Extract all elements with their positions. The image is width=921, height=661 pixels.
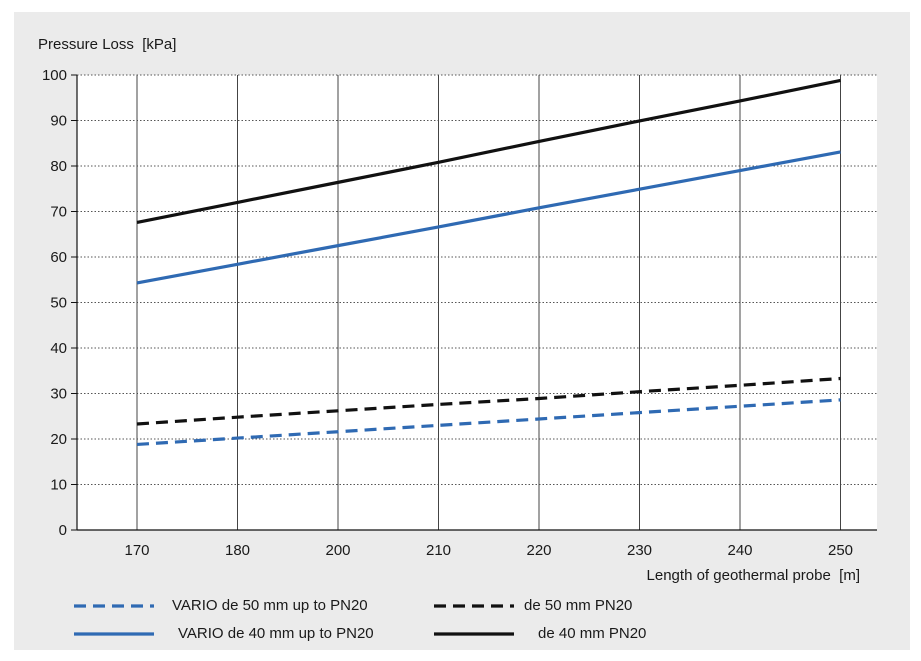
series-line-3 bbox=[136, 78, 841, 224]
line-chart: 0 10 20 30 40 50 60 70 80 90 100 170 180 200 210 220 230… bbox=[42, 67, 877, 559]
x-axis-label: Length of geothermal probe [m] bbox=[646, 567, 860, 584]
x-tick-label: 210 bbox=[426, 542, 451, 559]
legend: VARIO de 50 mm up to PN20 de 50 mm PN20 … bbox=[74, 595, 714, 645]
legend-item-de-40: de 40 mm PN20 bbox=[434, 623, 694, 645]
x-tick-label: 220 bbox=[526, 542, 551, 559]
x-tick-label: 250 bbox=[828, 542, 853, 559]
y-tick-label: 30 bbox=[50, 386, 67, 403]
legend-swatch-de-40 bbox=[434, 632, 514, 636]
legend-item-vario-40: VARIO de 40 mm up to PN20 bbox=[74, 623, 414, 645]
legend-swatch-vario-40 bbox=[74, 632, 154, 636]
legend-label-vario-40: VARIO de 40 mm up to PN20 bbox=[178, 625, 374, 642]
legend-item-vario-50: VARIO de 50 mm up to PN20 bbox=[74, 595, 414, 617]
legend-swatch-de-50 bbox=[434, 604, 514, 608]
x-tick-label: 170 bbox=[124, 542, 149, 559]
legend-label-de-40: de 40 mm PN20 bbox=[538, 625, 647, 642]
x-tick-label: 240 bbox=[727, 542, 752, 559]
legend-swatch-vario-50 bbox=[74, 604, 154, 608]
y-tick-label: 80 bbox=[50, 158, 67, 175]
y-tick-label: 60 bbox=[50, 249, 67, 266]
y-tick-label: 10 bbox=[50, 477, 67, 494]
y-tick-label: 20 bbox=[50, 431, 67, 448]
y-tick-label: 70 bbox=[50, 204, 67, 221]
y-tick-label: 0 bbox=[59, 522, 67, 539]
legend-item-de-50: de 50 mm PN20 bbox=[434, 595, 694, 617]
y-axis-label: Pressure Loss [kPa] bbox=[38, 36, 177, 53]
chart-panel: 0 10 20 30 40 50 60 70 80 90 100 170 180 200 210 220 230… bbox=[14, 12, 910, 650]
y-tick-label: 90 bbox=[50, 113, 67, 130]
x-tick-label: 180 bbox=[225, 542, 250, 559]
series-line-1 bbox=[136, 376, 841, 426]
legend-label-de-50: de 50 mm PN20 bbox=[524, 597, 633, 614]
y-tick-label: 100 bbox=[42, 67, 67, 84]
y-tick-label: 50 bbox=[50, 295, 67, 312]
x-tick-label: 200 bbox=[325, 542, 350, 559]
x-tick-label: 230 bbox=[627, 542, 652, 559]
y-tick-label: 40 bbox=[50, 340, 67, 357]
series-line-2 bbox=[136, 150, 841, 285]
series-line-0 bbox=[136, 398, 841, 447]
legend-label-vario-50: VARIO de 50 mm up to PN20 bbox=[172, 597, 368, 614]
